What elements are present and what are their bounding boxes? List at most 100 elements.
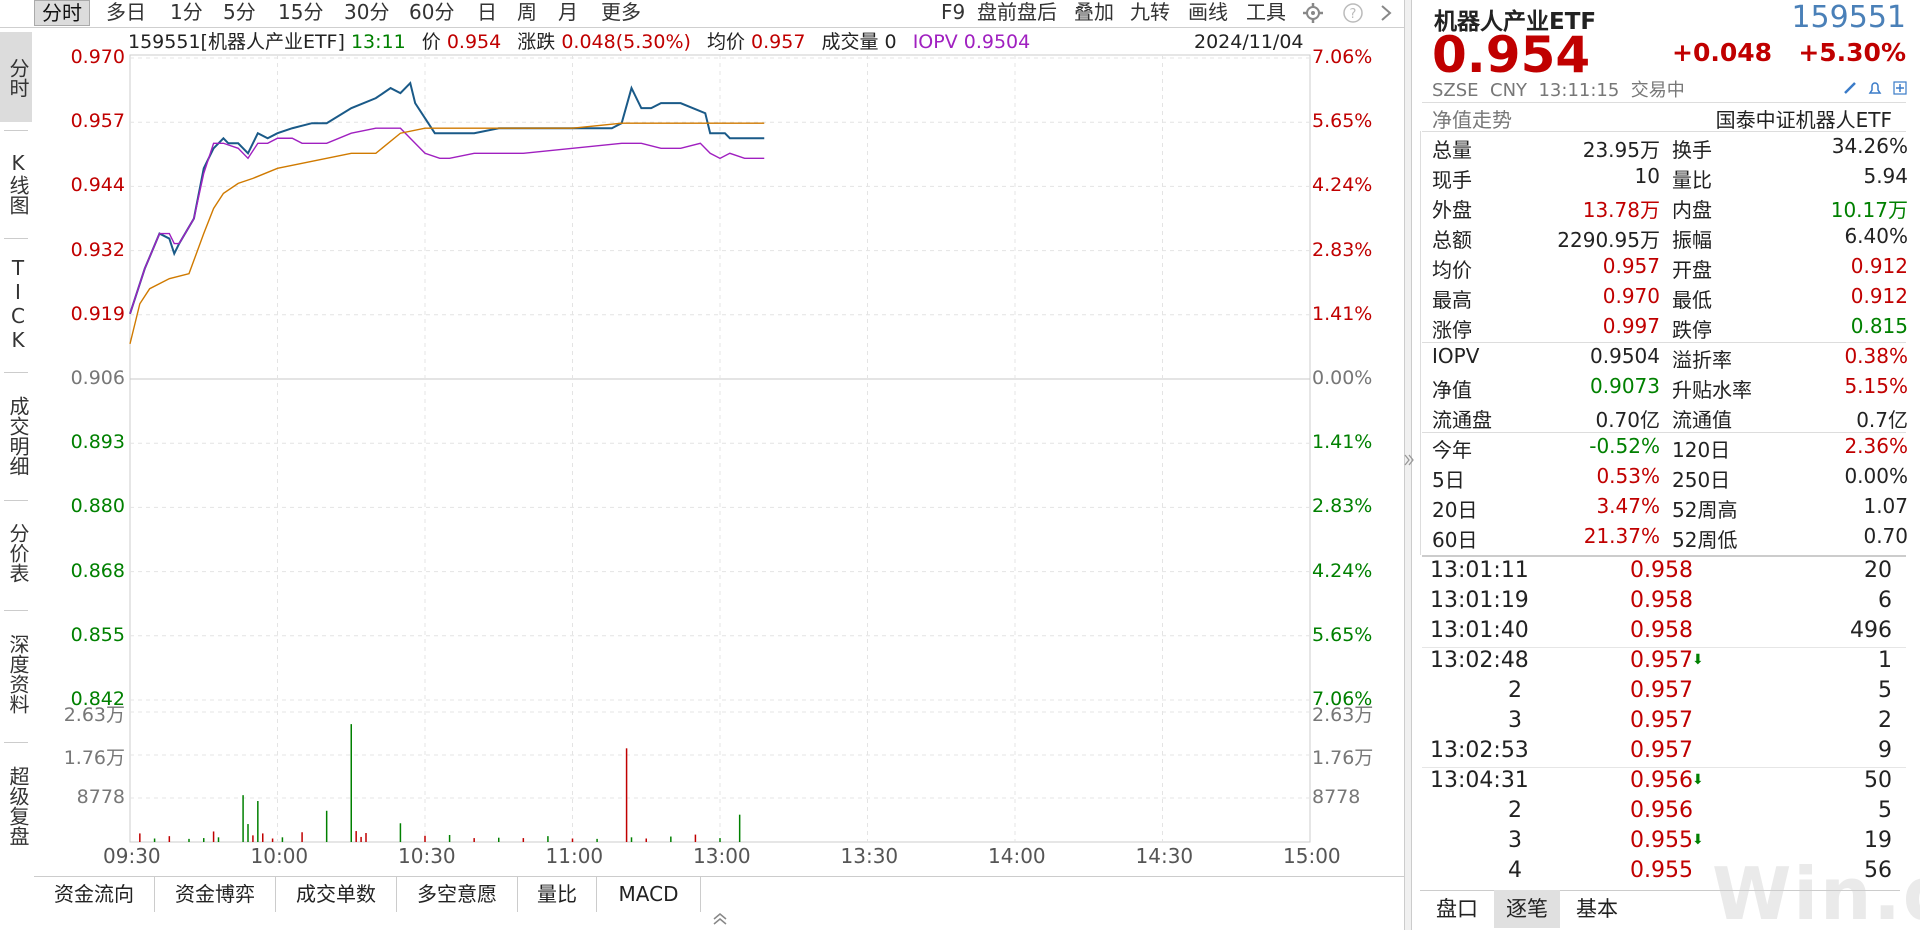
help-icon[interactable]: ? [1342, 2, 1364, 24]
tick-volume: 496 [1850, 618, 1892, 643]
collapse-icon[interactable] [1403, 452, 1415, 468]
stat-label: 均价 [1432, 258, 1472, 282]
tick-time: 3 [1508, 708, 1522, 733]
tab-fund-flow[interactable]: 资金流向 [34, 876, 155, 912]
stat-label: 振幅 [1672, 228, 1712, 252]
tick-row: 13:01:40 0.958 496 [1420, 618, 1906, 648]
tick-price: 0.957 [1630, 708, 1693, 733]
stat-value: 0.970 [1602, 284, 1660, 308]
f9-button[interactable]: F9 [941, 0, 966, 24]
stat-value: 0.7亿 [1856, 408, 1908, 432]
stat-value: 1.07 [1863, 494, 1908, 518]
stat-label: 250日 [1672, 468, 1731, 492]
sidebar-item-replay[interactable]: 超级复盘 [6, 765, 30, 846]
tab-month[interactable]: 月 [558, 0, 578, 24]
tab-trade-count[interactable]: 成交单数 [276, 876, 397, 912]
down-arrow-icon: ⬇ [1692, 652, 1704, 668]
tick-list[interactable]: 13:01:11 0.958 20 13:01:19 0.958 6 13:01:40 0.9… [1420, 558, 1920, 888]
stat-label: 52周高 [1672, 498, 1738, 522]
sidebar-item-price-table[interactable]: 分价表 [6, 523, 30, 583]
code-name: 159551[机器人产业ETF] [128, 31, 345, 53]
stat-value: 0.9504 [1590, 344, 1660, 368]
sidebar-item-trade-detail[interactable]: 成交明细 [6, 395, 30, 476]
sidebar-item-intraday[interactable]: 分时 [0, 32, 32, 122]
stat-label: 最高 [1432, 288, 1472, 312]
price-label: 价 [421, 31, 441, 53]
tick-row: 2 0.957 5 [1420, 678, 1904, 708]
tab-macd[interactable]: MACD [597, 876, 701, 912]
intraday-chart[interactable] [0, 0, 1404, 876]
x-tick-label: 13:00 [693, 844, 751, 868]
overlay-button[interactable]: 叠加 [1074, 0, 1114, 24]
premarket-button[interactable]: 盘前盘后 [977, 0, 1057, 24]
tick-time: 13:01:19 [1430, 588, 1529, 613]
tab-order-book[interactable]: 盘口 [1436, 897, 1478, 921]
tab-tick-by-tick[interactable]: 逐笔 [1494, 890, 1560, 928]
tools-button[interactable]: 工具 [1246, 0, 1286, 24]
pct-tick-label: 2.83% [1312, 495, 1373, 518]
tick-volume: 19 [1864, 828, 1892, 853]
tab-week[interactable]: 周 [517, 0, 537, 24]
tick-time: 4 [1508, 858, 1522, 883]
tab-30min[interactable]: 30分 [344, 0, 390, 24]
price-tick-label: 0.919 [70, 302, 125, 325]
chart-info-bar: 159551[机器人产业ETF] 13:11 价 0.954 涨跌 0.048(… [128, 28, 1030, 56]
x-tick-label: 11:00 [545, 844, 604, 868]
price-tick-label: 0.944 [70, 174, 125, 197]
sidebar-item-depth[interactable]: 深度资料 [6, 633, 30, 714]
stat-label: 升贴水率 [1672, 378, 1752, 402]
tab-intraday[interactable]: 分时 [34, 0, 90, 26]
price-change: +0.048 [1672, 38, 1773, 67]
x-tick-label: 15:00 [1283, 844, 1341, 868]
tick-time: 2 [1508, 678, 1522, 703]
volume-tick-label: 1.76万 [63, 747, 125, 769]
tick-price: 0.956 [1630, 798, 1693, 823]
chevron-right-icon[interactable] [1378, 4, 1394, 22]
current-time: 13:11 [350, 31, 406, 53]
stat-label: 外盘 [1432, 198, 1472, 222]
tick-row: 3 0.955 ⬇ 19 [1420, 828, 1904, 858]
expand-up-icon[interactable] [712, 912, 728, 926]
tab-day[interactable]: 日 [477, 0, 497, 24]
stat-value: 10 [1634, 164, 1660, 188]
stat-label: 今年 [1432, 438, 1472, 462]
tick-price: 0.957 [1630, 648, 1693, 673]
gear-icon[interactable] [1302, 2, 1324, 24]
pct-tick-label: 4.24% [1312, 559, 1373, 582]
nav-trend-link[interactable]: 净值走势 [1432, 108, 1512, 132]
market-meta: SZSE CNY 13:11:15 交易中 [1432, 80, 1685, 101]
price-tick-label: 0.970 [70, 46, 125, 68]
sidebar-item-kline[interactable]: K线图 [6, 151, 30, 215]
panel-splitter[interactable] [1403, 0, 1415, 930]
tick-row: 13:01:11 0.958 20 [1420, 558, 1904, 588]
stat-value: 0.957 [1602, 254, 1660, 278]
panel-tool-icons[interactable] [1842, 80, 1908, 96]
stat-value: 3.47% [1596, 494, 1660, 518]
stat-label: 量比 [1672, 168, 1712, 192]
tab-volume-ratio[interactable]: 量比 [518, 876, 597, 912]
tab-multiday[interactable]: 多日 [106, 0, 146, 24]
last-price: 0.954 [1432, 26, 1591, 84]
tab-basic[interactable]: 基本 [1576, 897, 1618, 921]
tracked-index-name[interactable]: 国泰中证机器人ETF [1715, 108, 1892, 132]
tab-1min[interactable]: 1分 [170, 0, 203, 24]
stat-label: 5日 [1432, 468, 1465, 492]
volume-tick-label: 8778 [1312, 786, 1361, 808]
pct-tick-label: 0.00% [1312, 367, 1373, 389]
tab-60min[interactable]: 60分 [409, 0, 455, 24]
stat-label: 60日 [1432, 528, 1478, 552]
pct-tick-label: 5.65% [1312, 110, 1373, 133]
add-icon [1893, 81, 1907, 95]
tab-more[interactable]: 更多 [601, 0, 641, 24]
avg-price-line [129, 122, 765, 345]
nine-turn-button[interactable]: 九转 [1130, 0, 1170, 24]
draw-line-button[interactable]: 画线 [1188, 0, 1228, 24]
change-value: 0.048(5.30%) [561, 31, 691, 53]
tab-5min[interactable]: 5分 [223, 0, 256, 24]
tab-long-short[interactable]: 多空意愿 [397, 876, 518, 912]
tab-15min[interactable]: 15分 [278, 0, 324, 24]
tab-fund-game[interactable]: 资金博弈 [155, 876, 276, 912]
tick-time: 13:02:53 [1430, 738, 1529, 763]
sidebar-item-tick[interactable]: TICK [6, 255, 30, 352]
